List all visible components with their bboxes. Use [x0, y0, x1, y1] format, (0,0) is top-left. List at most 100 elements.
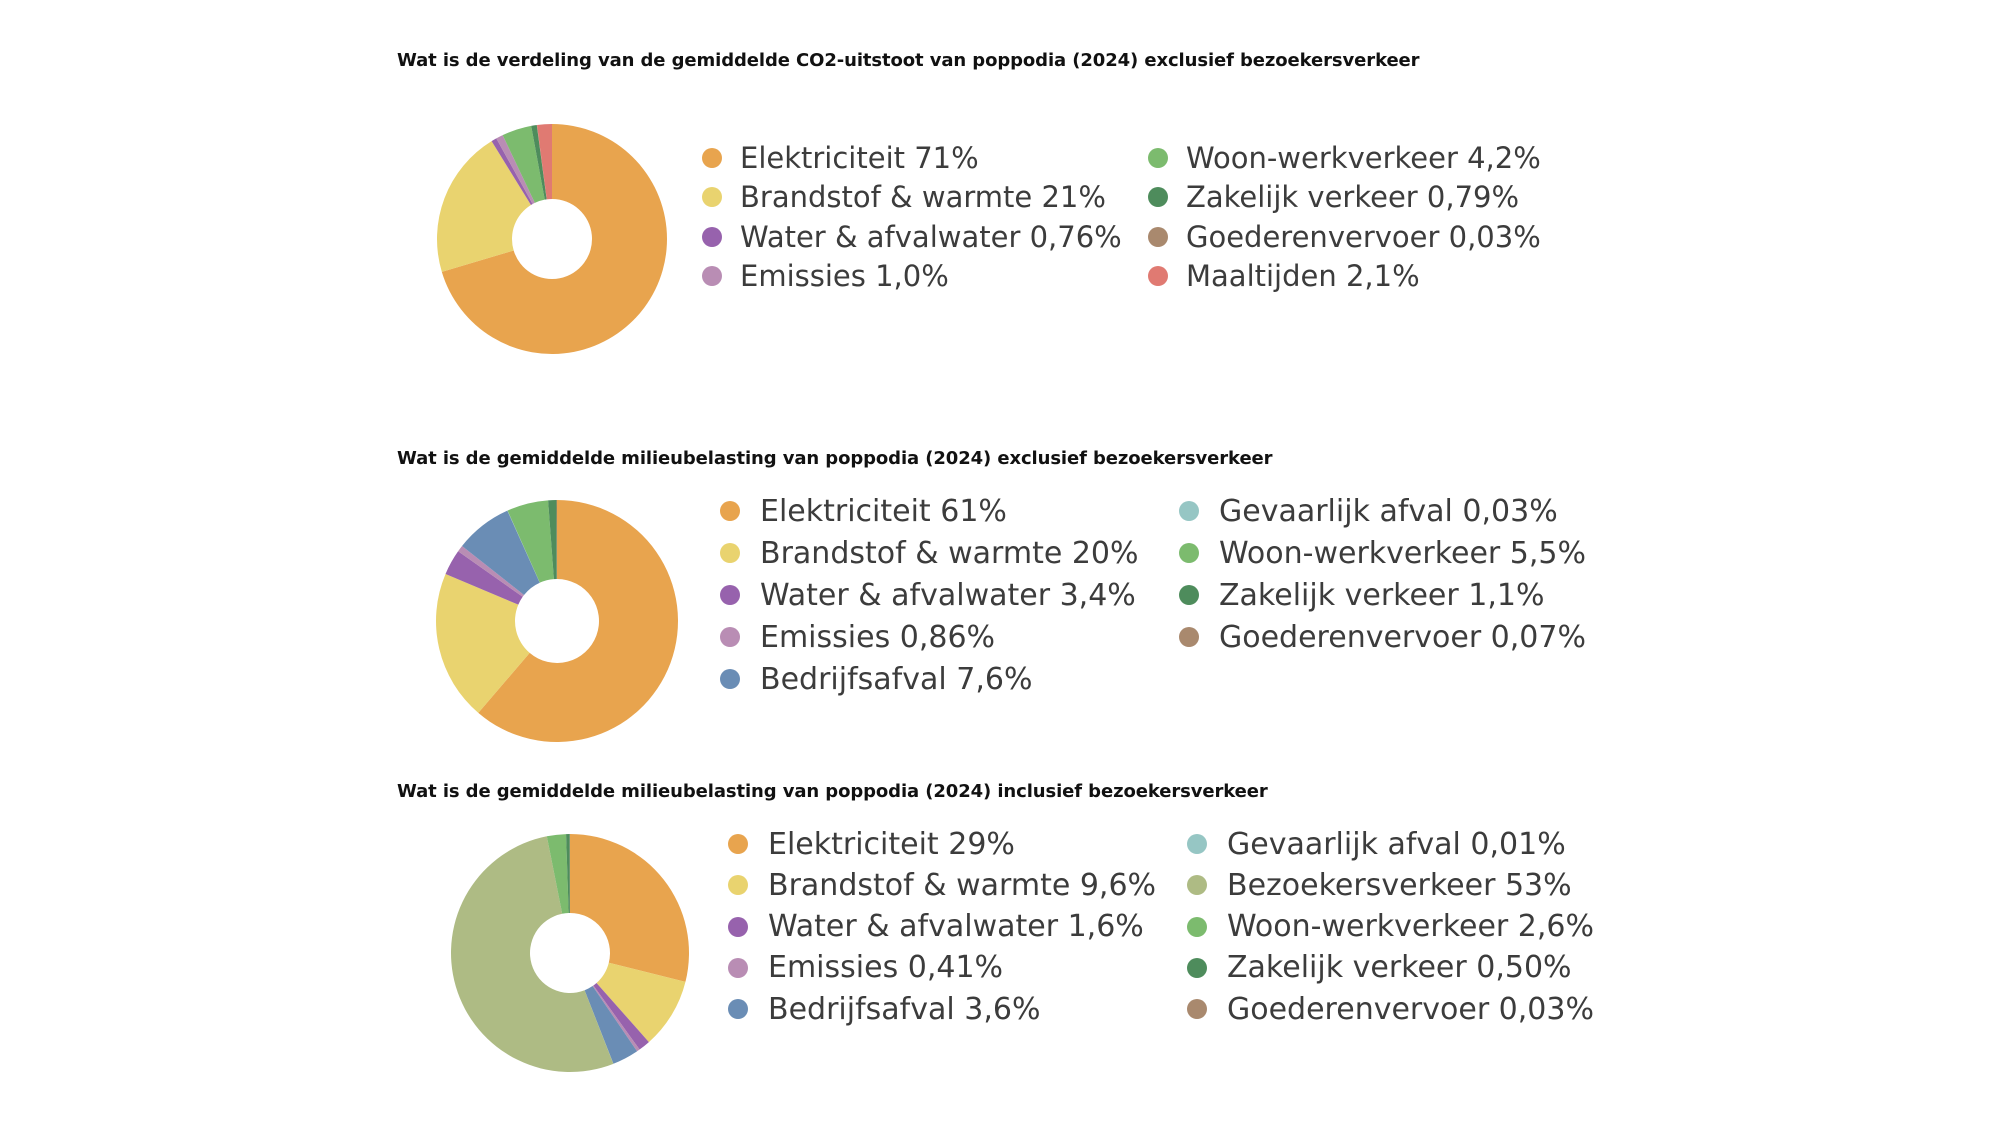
- pie-slice-elektriciteit: [478, 500, 678, 742]
- legend-label: Woon-werkverkeer 4,2%: [1186, 140, 1541, 175]
- legend-label: Woon-werkverkeer 5,5%: [1219, 535, 1587, 571]
- legend-label: Bedrijfsafval 3,6%: [768, 991, 1041, 1027]
- pie-slice-bedrijfsafval: [462, 510, 540, 595]
- legend-swatch-icon: [1179, 543, 1199, 563]
- pie-slice-brandstof-and-warmte: [437, 141, 531, 272]
- donut-chart: [451, 834, 689, 1072]
- chart-title: Wat is de gemiddelde milieubelasting van…: [397, 781, 1268, 802]
- legend-label: Brandstof & warmte 21%: [740, 180, 1106, 215]
- legend-label: Water & afvalwater 1,6%: [768, 909, 1144, 945]
- legend-item: Gevaarlijk afval 0,01%: [1187, 825, 1566, 864]
- legend-item: Gevaarlijk afval 0,03%: [1179, 492, 1558, 531]
- pie-slice-water-and-afvalwater: [593, 982, 649, 1050]
- legend-label: Zakelijk verkeer 0,50%: [1227, 950, 1572, 986]
- legend-label: Elektriciteit 29%: [768, 826, 1015, 862]
- legend-swatch-icon: [1187, 834, 1207, 854]
- legend-item: Emissies 1,0%: [702, 258, 949, 296]
- legend-swatch-icon: [702, 266, 722, 287]
- legend-label: Gevaarlijk afval 0,01%: [1227, 826, 1566, 862]
- pie-slice-water-and-afvalwater: [445, 551, 523, 605]
- legend-label: Brandstof & warmte 9,6%: [768, 867, 1157, 903]
- pie-slice-zakelijk-verkeer: [548, 500, 557, 580]
- pie-slice-emissies: [458, 546, 525, 597]
- pie-slice-woon-werkverkeer: [546, 834, 569, 914]
- legend-label: Goederenvervoer 0,03%: [1186, 219, 1541, 254]
- legend-swatch-icon: [702, 147, 722, 168]
- legend-swatch-icon: [1179, 501, 1199, 521]
- legend-swatch-icon: [720, 669, 740, 689]
- legend-item: Brandstof & warmte 9,6%: [728, 866, 1156, 905]
- legend-label: Goederenvervoer 0,07%: [1219, 619, 1586, 655]
- legend-swatch-icon: [1148, 187, 1168, 208]
- legend-label: Emissies 1,0%: [740, 259, 949, 294]
- pie-slice-elektriciteit: [441, 124, 667, 354]
- legend-label: Zakelijk verkeer 0,79%: [1186, 180, 1520, 215]
- legend-item: Zakelijk verkeer 0,50%: [1187, 948, 1572, 987]
- legend-swatch-icon: [702, 187, 722, 208]
- pie-slice-brandstof-and-warmte: [596, 962, 686, 1043]
- pie-slice-bezoekersverkeer: [451, 836, 614, 1072]
- legend-item: Water & afvalwater 0,76%: [702, 218, 1122, 256]
- legend-item: Goederenvervoer 0,03%: [1187, 990, 1594, 1029]
- legend-item: Brandstof & warmte 20%: [720, 534, 1139, 573]
- legend-label: Gevaarlijk afval 0,03%: [1219, 493, 1558, 529]
- legend-item: Woon-werkverkeer 4,2%: [1148, 139, 1541, 177]
- legend-item: Elektriciteit 71%: [702, 139, 979, 177]
- legend-item: Elektriciteit 29%: [728, 825, 1015, 864]
- legend-swatch-icon: [1179, 585, 1199, 605]
- legend-item: Brandstof & warmte 21%: [702, 179, 1106, 217]
- pie-slice-brandstof-and-warmte: [436, 573, 530, 713]
- pie-slice-zakelijk-verkeer: [566, 834, 570, 914]
- pie-slice-maaltijden: [537, 124, 552, 200]
- legend-label: Woon-werkverkeer 2,6%: [1227, 909, 1595, 945]
- donut-chart: [436, 500, 678, 742]
- legend-item: Goederenvervoer 0,03%: [1148, 218, 1541, 256]
- legend-label: Goederenvervoer 0,03%: [1227, 991, 1594, 1027]
- legend-swatch-icon: [1187, 999, 1207, 1020]
- legend-label: Zakelijk verkeer 1,1%: [1219, 577, 1545, 613]
- legend-swatch-icon: [728, 957, 748, 978]
- legend-swatch-icon: [728, 999, 748, 1020]
- donut-chart: [437, 124, 667, 354]
- pie-slice-bedrijfsafval: [584, 986, 638, 1064]
- legend-label: Water & afvalwater 3,4%: [760, 577, 1136, 613]
- legend-swatch-icon: [1148, 226, 1168, 247]
- chart-title: Wat is de verdeling van de gemiddelde CO…: [397, 50, 1420, 71]
- legend-label: Bedrijfsafval 7,6%: [760, 661, 1033, 697]
- pie-slice-goederenvervoer: [556, 500, 557, 580]
- legend-item: Zakelijk verkeer 0,79%: [1148, 179, 1519, 217]
- legend-item: Bedrijfsafval 3,6%: [728, 990, 1040, 1029]
- pie-slice-water-and-afvalwater: [491, 138, 533, 205]
- legend-label: Bezoekersverkeer 53%: [1227, 867, 1572, 903]
- pie-slice-emissies: [496, 135, 535, 205]
- legend-item: Elektriciteit 61%: [720, 492, 1007, 531]
- legend-swatch-icon: [728, 916, 748, 937]
- pie-slice-woon-werkverkeer: [502, 125, 545, 203]
- legend-swatch-icon: [720, 627, 740, 647]
- legend-swatch-icon: [720, 501, 740, 521]
- legend-label: Elektriciteit 71%: [740, 140, 979, 175]
- legend-swatch-icon: [720, 543, 740, 563]
- legend-label: Maaltijden 2,1%: [1186, 259, 1420, 294]
- legend-item: Water & afvalwater 3,4%: [720, 576, 1136, 615]
- legend-item: Bedrijfsafval 7,6%: [720, 660, 1032, 699]
- legend-swatch-icon: [1187, 875, 1207, 896]
- legend-item: Emissies 0,86%: [720, 618, 995, 657]
- pie-slice-gevaarlijk-afval: [584, 990, 614, 1064]
- legend-label: Emissies 0,41%: [768, 950, 1004, 986]
- legend-swatch-icon: [1148, 147, 1168, 168]
- legend-label: Water & afvalwater 0,76%: [740, 219, 1122, 254]
- legend-item: Woon-werkverkeer 5,5%: [1179, 534, 1586, 573]
- legend-label: Emissies 0,86%: [760, 619, 996, 655]
- legend-item: Zakelijk verkeer 1,1%: [1179, 576, 1544, 615]
- legend-item: Maaltijden 2,1%: [1148, 258, 1420, 296]
- legend-item: Woon-werkverkeer 2,6%: [1187, 907, 1594, 946]
- legend-item: Bezoekersverkeer 53%: [1187, 866, 1572, 905]
- legend-swatch-icon: [702, 226, 722, 247]
- legend-item: Water & afvalwater 1,6%: [728, 907, 1144, 946]
- legend-swatch-icon: [1187, 916, 1207, 937]
- chart-title: Wat is de gemiddelde milieubelasting van…: [397, 448, 1273, 469]
- legend-swatch-icon: [1148, 266, 1168, 287]
- legend-swatch-icon: [1179, 627, 1199, 647]
- pie-slice-goederenvervoer: [536, 124, 547, 200]
